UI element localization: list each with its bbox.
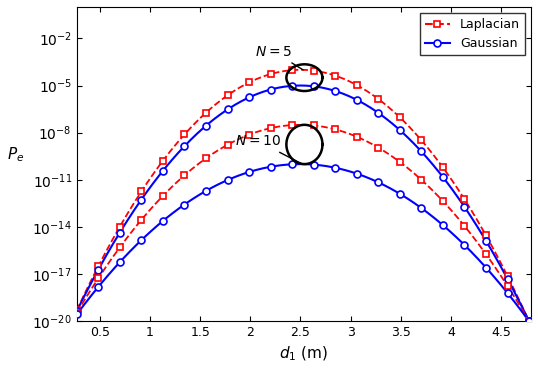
- Y-axis label: $P_e$: $P_e$: [7, 145, 24, 164]
- Text: $N=10$: $N=10$: [235, 134, 303, 164]
- Legend: Laplacian, Gaussian: Laplacian, Gaussian: [420, 13, 525, 56]
- X-axis label: $d_1$ (m): $d_1$ (m): [279, 345, 329, 363]
- Text: $N=5$: $N=5$: [255, 45, 303, 70]
